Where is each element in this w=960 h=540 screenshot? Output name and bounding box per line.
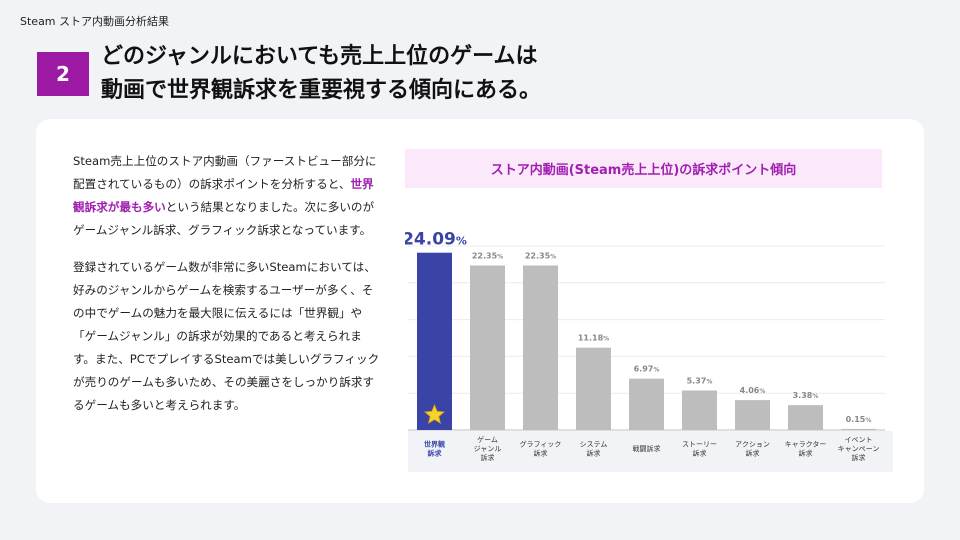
x-axis-label-strip — [408, 431, 893, 472]
tick-label: ストーリー訴求 — [682, 440, 717, 457]
tick-label: キャラクター訴求 — [785, 439, 827, 457]
tick-label: グラフィック訴求 — [520, 439, 562, 457]
data-label: 0.15% — [846, 415, 872, 424]
data-label: 22.35% — [472, 252, 503, 261]
paragraph-1: Steam売上上位のストア内動画（ファーストビュー部分に配置されているもの）の訴… — [73, 150, 381, 242]
headline-line-1: どのジャンルにおいても売上上位のゲームは — [101, 44, 538, 69]
tick-label: 世界観訴求 — [424, 439, 445, 457]
tick-label: システム訴求 — [580, 440, 608, 457]
data-label: 5.37% — [687, 376, 713, 385]
tick-label: アクション訴求 — [735, 440, 770, 457]
bar — [629, 378, 664, 430]
tick-label: イベントキャンペーン訴求 — [838, 436, 880, 462]
data-label: 4.06% — [740, 386, 766, 395]
headline-line-2: 動画で世界観訴求を重要視する傾向にある。 — [101, 78, 542, 103]
bar — [576, 347, 611, 430]
section-number-badge: 2 — [37, 52, 89, 96]
data-label: 6.97% — [634, 365, 660, 374]
bar-chart: 24.09% 世界観訴求 22.35% ゲームジャンル訴求 22.35% グラフィック訴求… — [405, 210, 893, 472]
tick-label: ゲームジャンル訴求 — [474, 435, 502, 462]
data-label: 11.18% — [578, 334, 609, 343]
paragraph-2: 登録されているゲーム数が非常に多いSteamにおいては、好みのジャンルからゲーム… — [73, 260, 380, 412]
bar — [788, 405, 823, 430]
highlight-text: 世界観訴求が最も多い — [73, 177, 374, 214]
page-headline: どのジャンルにおいても売上上位のゲームは 動画で世界観訴求を重要視する傾向にある… — [101, 40, 541, 108]
bar — [735, 400, 770, 430]
data-label: 3.38% — [793, 391, 819, 400]
star-icon — [424, 403, 445, 424]
chart-title: ストア内動画(Steam売上上位)の訴求ポイント傾向 — [405, 149, 882, 188]
bar — [470, 265, 505, 430]
bar — [841, 428, 876, 430]
paragraph-1-start: Steam売上上位のストア内動画（ファーストビュー部分に配置されているもの）の訴… — [73, 154, 377, 191]
bar — [682, 390, 717, 430]
section-label: Steam ストア内動画分析結果 — [20, 15, 170, 28]
bar — [417, 252, 452, 430]
bar — [523, 265, 558, 430]
data-label: 22.35% — [525, 252, 556, 261]
paragraph-1-end: という結果となりました。次に多いのがゲームジャンル訴求、グラフィック訴求となって… — [73, 200, 375, 237]
body-text: Steam売上上位のストア内動画（ファーストビュー部分に配置されているもの）の訴… — [73, 150, 381, 431]
tick-label: 戦闘訴求 — [633, 444, 661, 453]
chart-svg: 24.09% 世界観訴求 22.35% ゲームジャンル訴求 22.35% グラフィック訴求… — [405, 230, 885, 462]
data-label: 24.09% — [405, 230, 467, 250]
